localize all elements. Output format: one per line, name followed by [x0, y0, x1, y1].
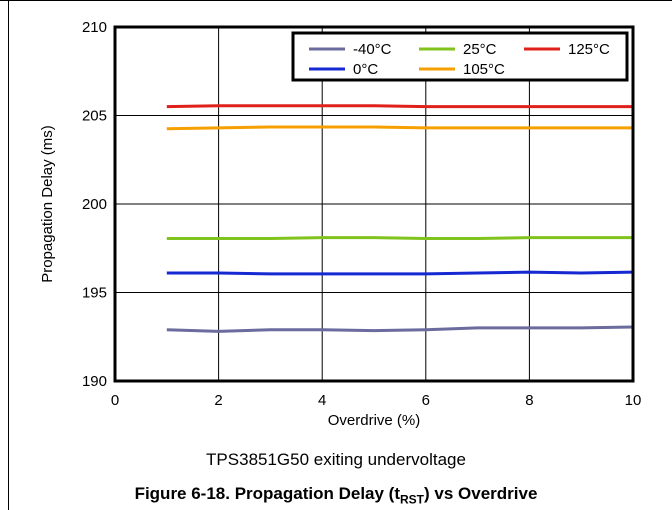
x-tick-label: 10: [625, 392, 642, 409]
legend-label: 0°C: [353, 61, 378, 78]
x-tick-label: 0: [111, 392, 119, 409]
legend: -40°C 25°C 125°C 0°C 105°C: [291, 31, 629, 82]
plot-area-border: [113, 25, 635, 383]
series-line: [166, 236, 633, 240]
x-tick-labels: 0 2 4 6 8 10: [111, 392, 642, 409]
x-tick-label: 6: [422, 392, 430, 409]
chart-subcaption: TPS3851G50 exiting undervoltage: [206, 450, 466, 469]
series-line: [166, 325, 634, 333]
legend-label: 105°C: [463, 61, 505, 78]
figure-caption-subscript: RST: [400, 492, 425, 507]
y-tick-label: 200: [82, 196, 107, 213]
legend-box: [291, 31, 629, 82]
page-left-rule: [8, 0, 9, 510]
x-tick-label: 2: [214, 392, 222, 409]
series-line: [166, 270, 634, 276]
y-tick-label: 195: [82, 285, 107, 302]
y-tick-label: 210: [82, 19, 107, 36]
y-axis-label: Propagation Delay (ms): [39, 125, 56, 283]
legend-label: -40°C: [353, 41, 392, 58]
legend-label: 25°C: [463, 41, 497, 58]
propagation-delay-chart: 0 2 4 6 8 10 190 195 200 205 210 Overdrive (%) Pr…: [39, 19, 642, 429]
x-tick-label: 4: [318, 392, 326, 409]
series-lines: [166, 104, 634, 333]
x-axis-label: Overdrive (%): [328, 412, 421, 429]
figure-caption-suffix: ) vs Overdrive: [424, 484, 538, 503]
figure-caption: Figure 6-18. Propagation Delay (tRST) vs…: [0, 484, 672, 506]
page-top-rule: [0, 0, 672, 1]
y-tick-labels: 190 195 200 205 210: [82, 19, 107, 390]
y-tick-label: 190: [82, 373, 107, 390]
series-line: [166, 104, 633, 109]
y-tick-label: 205: [82, 108, 107, 125]
figure-caption-prefix: Figure 6-18. Propagation Delay (t: [134, 484, 401, 503]
x-tick-label: 8: [525, 392, 533, 409]
legend-label: 125°C: [568, 41, 610, 58]
series-line: [166, 125, 633, 131]
